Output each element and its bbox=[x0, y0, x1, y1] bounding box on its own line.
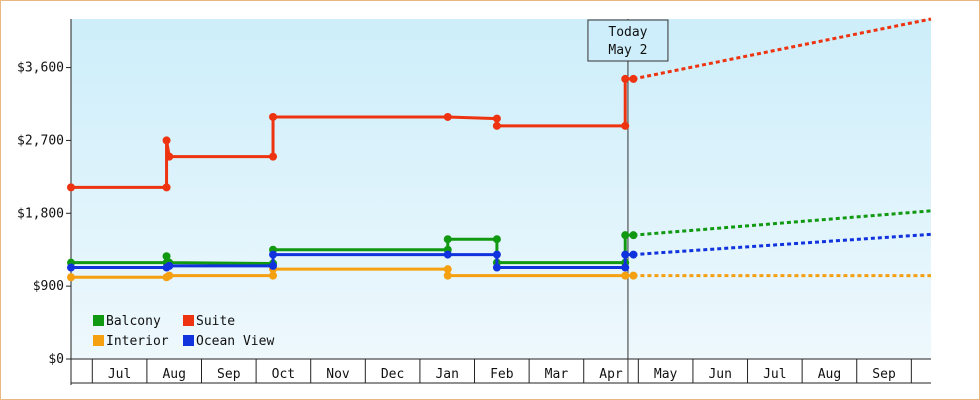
interior-point[interactable] bbox=[67, 273, 75, 282]
plot-background bbox=[71, 19, 931, 359]
interior-point[interactable] bbox=[443, 265, 452, 274]
ocean-view-point[interactable] bbox=[269, 250, 278, 259]
x-tick-label-sep: Sep bbox=[217, 367, 241, 382]
x-tick-label-aug: Aug bbox=[818, 367, 841, 382]
legend-swatch-ocean-view bbox=[183, 335, 194, 346]
balcony-point[interactable] bbox=[629, 231, 638, 240]
today-label-box bbox=[587, 19, 669, 62]
today-label-line1: Today bbox=[608, 25, 647, 40]
interior-point[interactable] bbox=[621, 271, 630, 280]
y-tick-label: $0 bbox=[48, 352, 64, 367]
x-tick-label-oct: Oct bbox=[272, 367, 295, 382]
y-tick-label: $900 bbox=[33, 279, 64, 294]
legend-swatch-suite bbox=[183, 315, 194, 326]
suite-line bbox=[71, 77, 634, 189]
x-tick-label-mar: Mar bbox=[545, 367, 569, 382]
y-tick-label: $1,800 bbox=[17, 206, 64, 221]
ocean-view-point[interactable] bbox=[165, 261, 174, 270]
suite-point[interactable] bbox=[443, 112, 452, 121]
suite-point[interactable] bbox=[165, 152, 174, 161]
x-tick-label-sep: Sep bbox=[872, 367, 896, 382]
x-tick-label-jul: Jul bbox=[108, 367, 131, 382]
legend-swatch-interior bbox=[93, 335, 104, 346]
x-tick-label-dec: Dec bbox=[381, 367, 404, 382]
legend-label-balcony: Balcony bbox=[106, 314, 161, 329]
balcony-forecast-line bbox=[633, 209, 932, 237]
interior-point[interactable] bbox=[269, 271, 278, 280]
ocean-view-point[interactable] bbox=[67, 263, 75, 272]
ocean-view-point[interactable] bbox=[621, 263, 630, 272]
suite-point[interactable] bbox=[492, 114, 501, 123]
suite-point[interactable] bbox=[162, 183, 171, 192]
x-tick-label-jul: Jul bbox=[763, 367, 786, 382]
suite-point[interactable] bbox=[269, 112, 278, 121]
ocean-view-point[interactable] bbox=[443, 250, 452, 259]
x-tick-label-jan: Jan bbox=[435, 367, 458, 382]
x-tick-label-aug: Aug bbox=[162, 367, 185, 382]
y-tick-label: $3,600 bbox=[17, 61, 64, 76]
interior-point[interactable] bbox=[443, 271, 452, 280]
balcony-point[interactable] bbox=[492, 235, 501, 244]
ocean-view-point[interactable] bbox=[269, 261, 278, 270]
legend-swatch-balcony bbox=[93, 315, 104, 326]
legend-label-suite: Suite bbox=[196, 314, 235, 329]
x-tick-label-nov: Nov bbox=[326, 367, 350, 382]
x-tick-label-feb: Feb bbox=[490, 367, 514, 382]
ocean-view-point[interactable] bbox=[492, 250, 501, 259]
balcony-point[interactable] bbox=[162, 252, 171, 261]
suite-point[interactable] bbox=[269, 152, 278, 161]
y-tick-label: $2,700 bbox=[17, 133, 64, 148]
legend-label-interior: Interior bbox=[106, 334, 169, 349]
suite-point[interactable] bbox=[621, 121, 630, 130]
balcony-point[interactable] bbox=[621, 231, 630, 240]
ocean-view-point[interactable] bbox=[621, 250, 630, 259]
suite-forecast-line bbox=[633, 17, 932, 81]
suite-point[interactable] bbox=[67, 183, 75, 192]
suite-point[interactable] bbox=[621, 74, 630, 83]
suite-point[interactable] bbox=[629, 74, 638, 83]
x-tick-label-jun: Jun bbox=[708, 367, 731, 382]
suite-point[interactable] bbox=[492, 121, 501, 130]
x-tick-label-apr: Apr bbox=[599, 367, 623, 382]
suite-point[interactable] bbox=[162, 136, 171, 145]
legend-label-ocean-view: Ocean View bbox=[196, 334, 274, 349]
interior-point[interactable] bbox=[165, 271, 174, 280]
balcony-point[interactable] bbox=[443, 235, 452, 244]
today-label-line2: May 2 bbox=[608, 43, 647, 58]
x-tick-label-may: May bbox=[654, 367, 678, 382]
ocean-view-point[interactable] bbox=[492, 263, 501, 272]
ocean-view-point[interactable] bbox=[629, 250, 638, 259]
ocean-view-forecast-line bbox=[633, 232, 932, 257]
interior-point[interactable] bbox=[629, 271, 638, 280]
